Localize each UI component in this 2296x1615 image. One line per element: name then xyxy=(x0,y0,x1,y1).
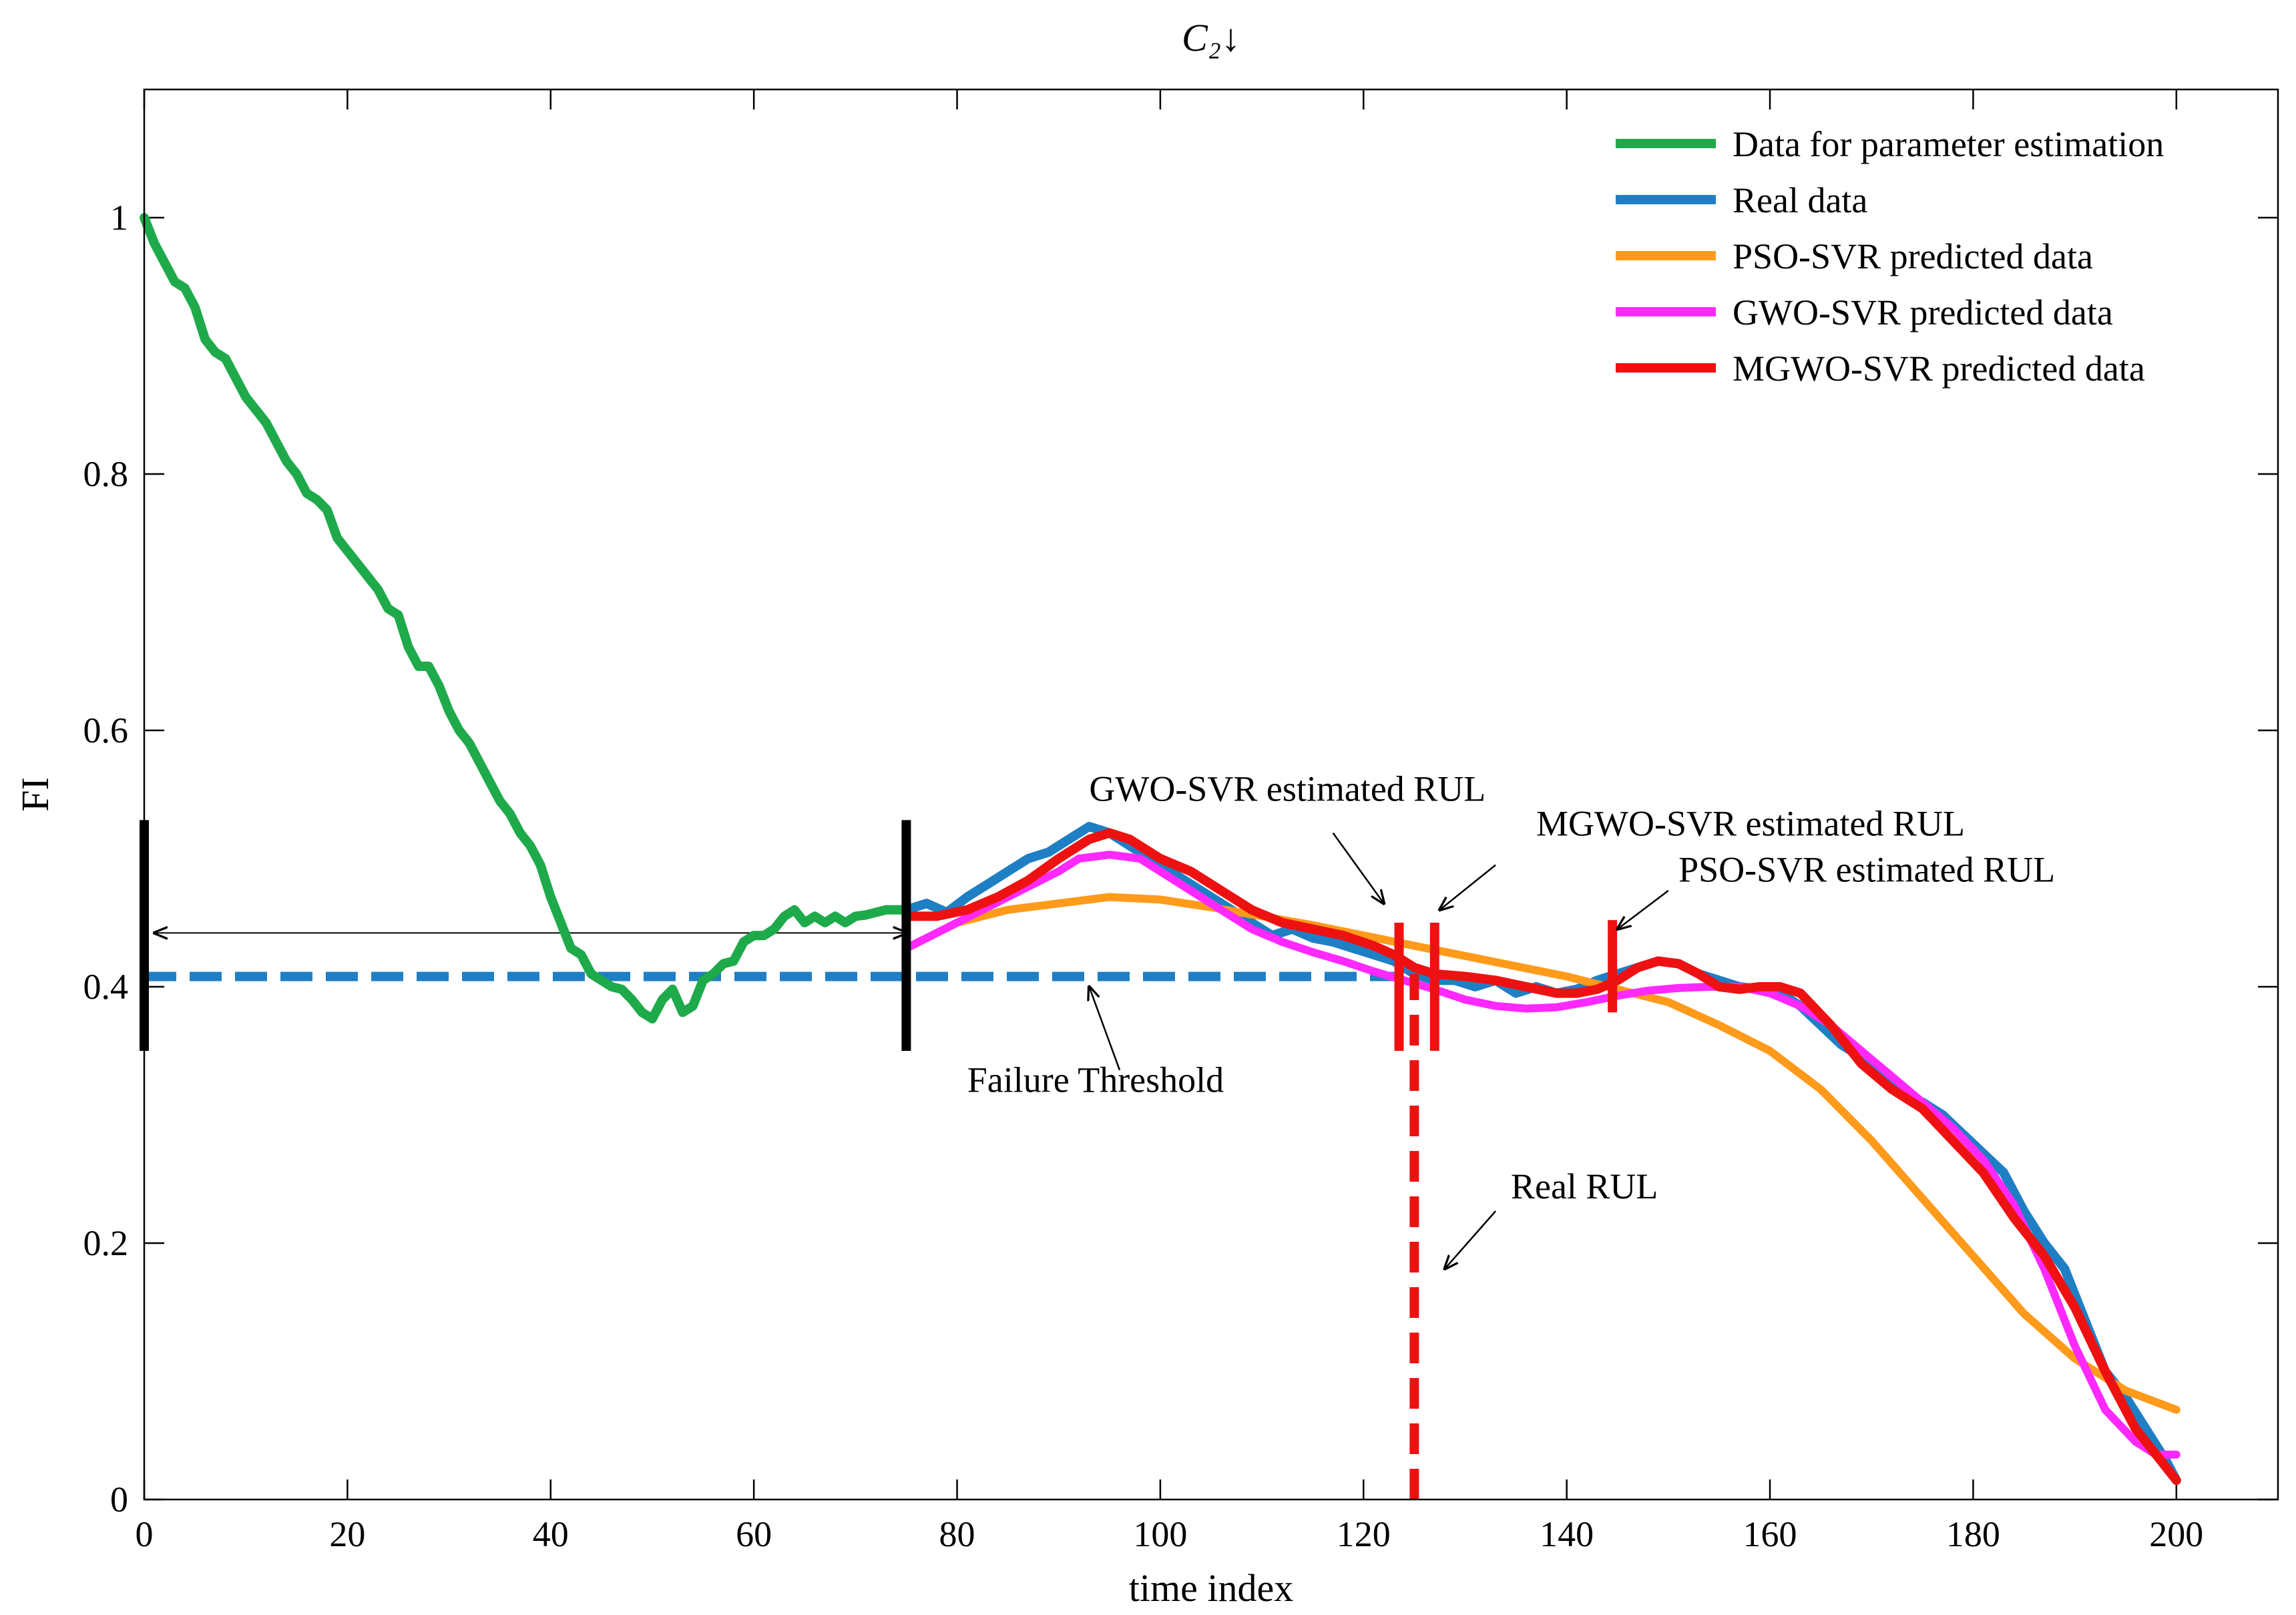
parameter-estimation-line xyxy=(140,213,911,1023)
axis-ticks xyxy=(143,89,2278,1501)
annotation-layer: GWO-SVR estimated RUL MGWO-SVR estimated … xyxy=(967,769,2055,1269)
chart-title: C₂↓ xyxy=(1182,16,1240,59)
pso-annotation-label: PSO-SVR estimated RUL xyxy=(1678,850,2055,890)
x-axis-label: time index xyxy=(1129,1566,1293,1610)
y-axis-label: FI xyxy=(13,777,57,812)
y-tick-labels: 0 0.2 0.4 0.6 0.8 1 xyxy=(83,198,129,1520)
x-tick-label: 80 xyxy=(939,1514,975,1554)
real-rul-annotation-label: Real RUL xyxy=(1511,1166,1658,1206)
y-tick-label: 0.4 xyxy=(83,967,129,1007)
legend-label: MGWO-SVR predicted data xyxy=(1733,349,2145,389)
x-tick-labels: 0 20 40 60 80 100 120 140 160 180 200 xyxy=(136,1514,2204,1554)
gwo-annotation-label: GWO-SVR estimated RUL xyxy=(1089,769,1485,809)
x-tick-label: 0 xyxy=(136,1514,154,1554)
legend-label: Real data xyxy=(1733,180,1867,220)
legend-label: GWO-SVR predicted data xyxy=(1733,292,2113,332)
x-tick-label: 100 xyxy=(1133,1514,1187,1554)
mgwo-annotation-label: MGWO-SVR estimated RUL xyxy=(1536,803,1965,843)
plot-frame xyxy=(143,88,2279,1501)
x-tick-label: 20 xyxy=(329,1514,365,1554)
x-tick-label: 200 xyxy=(2149,1514,2203,1554)
failure-threshold-annotation-arrow xyxy=(1089,987,1121,1071)
y-tick-label: 0 xyxy=(110,1479,128,1520)
y-tick-label: 1 xyxy=(110,198,128,238)
x-tick-label: 160 xyxy=(1743,1514,1797,1554)
x-tick-label: 60 xyxy=(736,1514,772,1554)
legend: Data for parameter estimation Real data PS… xyxy=(1616,124,2164,389)
x-tick-label: 40 xyxy=(533,1514,569,1554)
series-layer xyxy=(140,213,2181,1485)
y-tick-label: 0.2 xyxy=(83,1223,129,1263)
legend-label: PSO-SVR predicted data xyxy=(1733,236,2093,276)
mgwo-annotation-arrow xyxy=(1439,864,1496,910)
failure-threshold-annotation-label: Failure Threshold xyxy=(967,1060,1224,1100)
failure-threshold-layer xyxy=(144,933,1415,981)
real-rul-annotation-arrow xyxy=(1445,1210,1497,1268)
pso-svr-line xyxy=(902,893,2180,1414)
x-tick-label: 180 xyxy=(1946,1514,2000,1554)
pso-annotation-arrow xyxy=(1618,890,1669,929)
x-tick-label: 120 xyxy=(1337,1514,1391,1554)
y-tick-label: 0.6 xyxy=(83,710,129,750)
y-tick-label: 0.8 xyxy=(83,454,129,494)
legend-label: Data for parameter estimation xyxy=(1733,124,2164,164)
gwo-svr-line xyxy=(902,851,2180,1459)
mgwo-svr-line xyxy=(901,828,2181,1485)
x-tick-label: 140 xyxy=(1540,1514,1594,1554)
gwo-annotation-arrow xyxy=(1332,832,1384,904)
